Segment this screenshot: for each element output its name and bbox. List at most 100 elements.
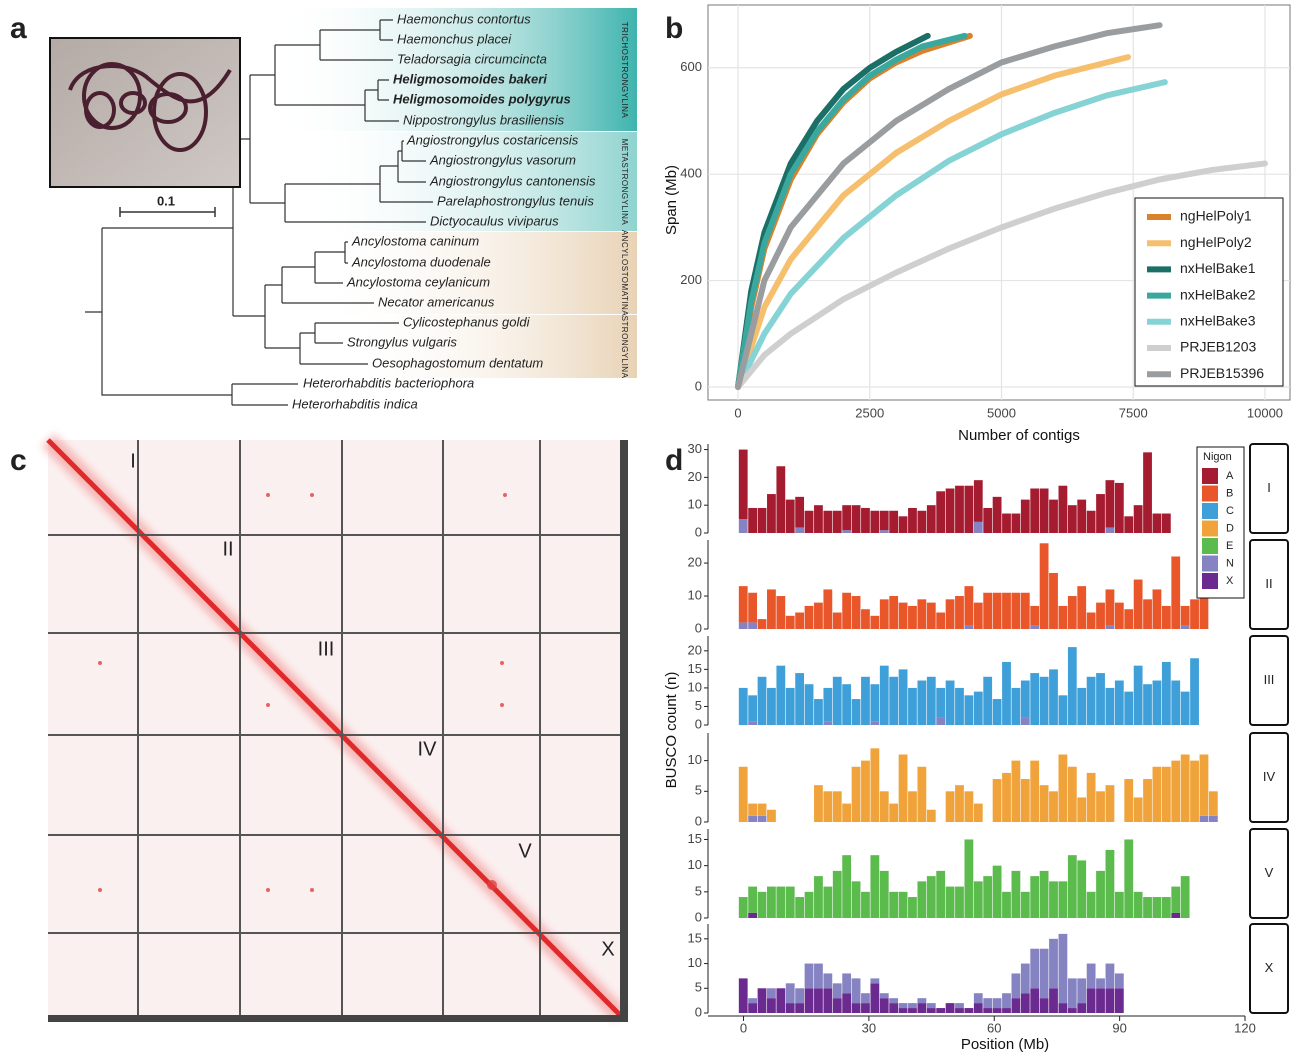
bar-segment: [983, 507, 993, 533]
bar-segment: [1105, 988, 1115, 1013]
bar-segment: [851, 766, 861, 822]
x-tick-label: 7500: [1119, 405, 1148, 420]
taxon-label: Teladorsagia circumcincta: [397, 51, 547, 66]
taxon-label: Heterorhabditis bacteriophora: [303, 375, 474, 390]
bar-segment: [1011, 870, 1021, 918]
bar-segment: [823, 687, 833, 722]
bar-segment: [1011, 513, 1021, 533]
bar-segment: [898, 1003, 908, 1009]
bar-segment: [879, 530, 889, 533]
bar-segment: [1030, 625, 1040, 629]
y-tick-label: 5: [695, 883, 702, 898]
bar-segment: [1086, 772, 1096, 822]
bar-segment: [804, 963, 814, 989]
bar-segment: [1124, 691, 1134, 725]
bar-segment: [879, 791, 889, 822]
bar-segment: [1011, 760, 1021, 822]
bar-segment: [955, 1003, 964, 1009]
bar-segment: [889, 998, 899, 1004]
bar-segment: [1030, 988, 1040, 1013]
bar-segment: [936, 717, 946, 725]
bar-segment: [748, 912, 758, 918]
taxon-label: Dictyocaulus viviparus: [430, 213, 559, 228]
bar-segment: [983, 998, 993, 1009]
bar-segment: [823, 510, 833, 533]
bar-segment: [1058, 1003, 1068, 1013]
bar-segment: [945, 680, 955, 725]
bar-segment: [1180, 625, 1190, 629]
bar-segment: [1114, 988, 1124, 1013]
bar-segment: [748, 998, 758, 1004]
facet-label: X: [1265, 960, 1274, 975]
bar-segment: [964, 791, 974, 822]
taxon-label: Oesophagostomum dentatum: [372, 355, 543, 370]
bar-segment: [1002, 592, 1011, 629]
bar-segment: [851, 505, 861, 533]
bar-segment: [945, 1003, 955, 1013]
facet-label: II: [1265, 576, 1272, 591]
bar-segment: [1039, 948, 1049, 999]
bar-segment: [1086, 510, 1096, 533]
bar-segment: [1161, 513, 1171, 533]
bar-segment: [1039, 870, 1049, 918]
bar-segment: [1105, 527, 1115, 533]
bar-segment: [738, 687, 748, 725]
bar-segment: [785, 983, 795, 1004]
bar-segment: [973, 691, 983, 725]
bar-segment: [870, 684, 880, 722]
bar-segment: [748, 592, 758, 623]
bar-segment: [861, 891, 870, 918]
bar-segment: [870, 983, 880, 1013]
taxon-label: Angiostrongylus cantonensis: [429, 173, 596, 188]
legend-swatch: [1202, 573, 1218, 589]
panel-letter: b: [665, 12, 683, 45]
bar-segment: [955, 485, 964, 533]
bar-segment: [767, 687, 776, 725]
facet-strip: [1249, 732, 1289, 823]
bar-segment: [748, 721, 758, 725]
legend-swatch: [1202, 538, 1218, 554]
bar-segment: [945, 886, 955, 918]
bar-segment: [767, 886, 776, 918]
bar-segment: [936, 612, 946, 629]
bar-segment: [908, 1008, 917, 1013]
bar-segment: [889, 596, 899, 629]
bar-segment: [767, 809, 776, 822]
bar-segment: [795, 527, 805, 533]
y-tick-label: 10: [688, 497, 702, 512]
facet-label: I: [1267, 480, 1271, 495]
bar-segment: [1152, 680, 1162, 725]
taxon-label: Ancylostoma duodenale: [351, 254, 491, 269]
clade-label: METASTRONGYLINA: [620, 139, 629, 226]
bar-segment: [917, 1003, 927, 1013]
bar-segment: [964, 485, 974, 533]
bar-segment: [1077, 978, 1087, 1004]
taxon-label: Parelaphostrongylus tenuis: [437, 193, 594, 208]
hic-map: [41, 433, 628, 1022]
bar-segment: [973, 480, 983, 522]
bar-segment: [1105, 589, 1115, 626]
x-tick-label: 90: [1112, 1020, 1126, 1035]
bar-segment: [1067, 855, 1077, 918]
bar-segment: [1002, 661, 1011, 725]
clade-boxes: [280, 8, 637, 378]
taxon-label: Heterorhabditis indica: [292, 396, 418, 411]
bar-segment: [738, 978, 748, 1013]
bar-segment: [804, 891, 814, 918]
bar-segment: [1096, 673, 1105, 725]
y-tick-label: 5: [695, 783, 702, 798]
bar-segment: [1114, 973, 1124, 989]
legend-swatch: [1202, 485, 1218, 502]
bar-segment: [1077, 797, 1087, 822]
bar-segment: [851, 699, 861, 725]
bar-segment: [926, 505, 936, 533]
bar-segment: [795, 1003, 805, 1013]
bar-segment: [776, 665, 786, 725]
bar-segment: [1086, 963, 1096, 989]
bar-segment: [870, 510, 880, 533]
bar-segment: [842, 592, 852, 629]
clade-label: STRONGYLINA: [620, 316, 629, 379]
y-axis-title: BUSCO count (n): [663, 672, 680, 789]
legend-label: nxHelBake3: [1180, 313, 1256, 329]
bar-segment: [917, 599, 927, 629]
